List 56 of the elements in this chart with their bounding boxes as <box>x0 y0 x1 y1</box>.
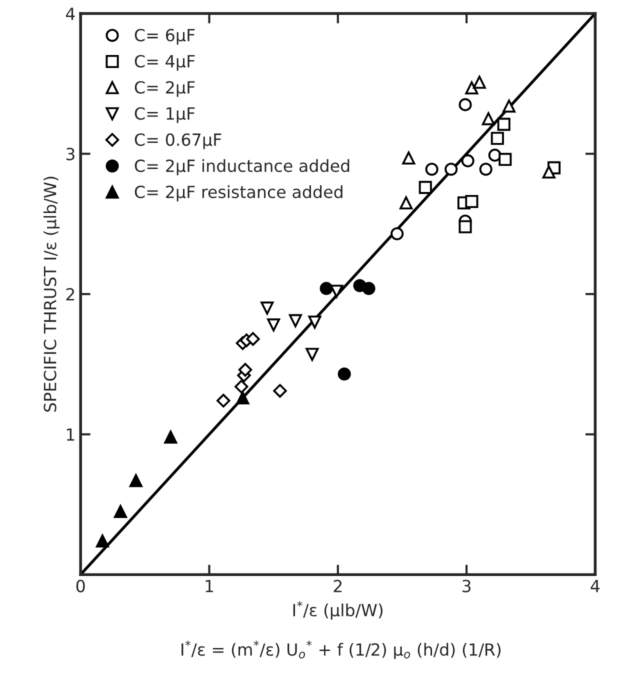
point <box>236 391 250 404</box>
point <box>425 162 438 176</box>
point <box>390 227 404 240</box>
y-tick-label: 4 <box>66 8 75 20</box>
point <box>472 76 486 89</box>
point <box>465 81 478 94</box>
point <box>479 162 492 176</box>
y-tick-label: 2 <box>66 288 74 300</box>
point <box>320 282 333 295</box>
point <box>482 112 495 126</box>
point <box>362 282 376 295</box>
point <box>114 504 128 518</box>
x-tick-label: 3 <box>462 580 471 592</box>
point <box>129 474 142 488</box>
point <box>338 367 351 381</box>
point <box>465 194 478 208</box>
x-tick-label: 4 <box>590 580 600 592</box>
point <box>490 132 504 145</box>
legend-label: C= 0.67μF <box>134 133 222 150</box>
point <box>498 152 512 166</box>
text: I$^{*}$/ε = (m$^{*}$/ε) U$_{o}$$^{*}$ + f (1/2) μ$_{o}$ (h/d) (1/R) <box>182 640 501 660</box>
point <box>458 220 472 234</box>
legend-label: C= 1μF <box>134 107 195 124</box>
point <box>444 162 458 176</box>
point <box>418 180 432 194</box>
point <box>216 394 230 408</box>
point <box>308 316 322 329</box>
point <box>400 196 413 210</box>
x-tick-label: 2 <box>334 580 342 592</box>
point <box>267 318 280 332</box>
legend-label: C= 2μF <box>134 81 195 97</box>
legend-label: C= 2μF inductance added <box>134 159 350 176</box>
point <box>246 332 260 346</box>
point <box>497 118 510 131</box>
x-tick-label: 0 <box>76 580 85 592</box>
y-tick-label: 3 <box>66 148 74 160</box>
point <box>288 314 302 328</box>
legend-label: C= 6μF <box>134 28 195 45</box>
point <box>461 154 474 168</box>
point <box>402 151 416 165</box>
y-tick-label: 1 <box>66 428 74 441</box>
point <box>260 302 274 315</box>
point <box>458 98 472 112</box>
point <box>542 165 556 179</box>
x-tick-label: 1 <box>206 580 214 592</box>
point <box>306 348 319 361</box>
x-axis-title: I$^{*}$/ε (μlb/W) <box>293 601 382 620</box>
point <box>238 362 252 377</box>
point <box>502 100 516 113</box>
y-axis-title: SPECIFIC THRUST I/ε (μlb/W) <box>43 176 60 412</box>
point <box>96 534 109 548</box>
legend-label: C= 2μF resistance added <box>134 185 342 202</box>
point <box>234 380 248 394</box>
point <box>273 384 287 398</box>
legend-label: C= 4μF <box>134 54 195 71</box>
point <box>164 430 178 444</box>
